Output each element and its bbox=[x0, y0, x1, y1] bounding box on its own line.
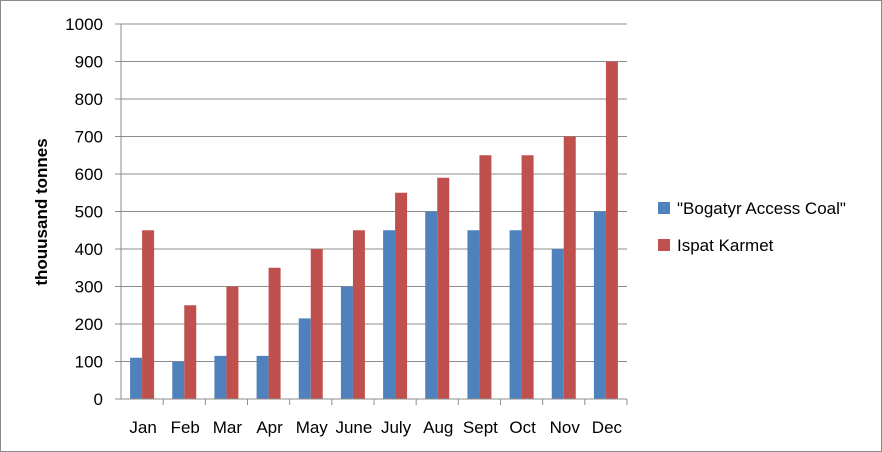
x-tick-label: Apr bbox=[256, 418, 283, 437]
bar-ispat-june bbox=[352, 230, 365, 399]
x-tick-label: Dec bbox=[592, 418, 623, 437]
legend: "Bogatyr Access Coal" Ispat Karmet bbox=[658, 199, 846, 255]
y-tick-label: 600 bbox=[75, 165, 103, 184]
x-tick-label: Feb bbox=[171, 418, 200, 437]
y-tick-label: 700 bbox=[75, 128, 103, 147]
y-tick-label: 400 bbox=[75, 240, 103, 259]
gridlines bbox=[121, 23, 627, 400]
y-tick-label: 1000 bbox=[65, 15, 103, 34]
x-tick-label: Nov bbox=[550, 418, 581, 437]
bar-ispat-aug bbox=[437, 177, 450, 399]
bar-bogatyr-nov bbox=[551, 249, 564, 399]
x-tick-label: Aug bbox=[423, 418, 453, 437]
bar-bogatyr-aug bbox=[425, 211, 438, 399]
bars bbox=[130, 61, 618, 399]
bar-ispat-sept bbox=[479, 155, 492, 399]
bar-ispat-dec bbox=[605, 61, 618, 399]
legend-swatch bbox=[658, 239, 670, 251]
bar-ispat-july bbox=[395, 192, 408, 399]
y-tick-label: 300 bbox=[75, 278, 103, 297]
bar-ispat-nov bbox=[563, 136, 576, 399]
x-tick-label: July bbox=[381, 418, 412, 437]
y-tick-label: 100 bbox=[75, 353, 103, 372]
y-tick-label: 0 bbox=[94, 390, 103, 409]
bar-bogatyr-dec bbox=[593, 211, 606, 399]
bar-bogatyr-may bbox=[298, 318, 311, 399]
legend-swatch bbox=[658, 202, 670, 214]
legend-label: "Bogatyr Access Coal" bbox=[677, 199, 846, 218]
bar-ispat-jan bbox=[142, 230, 155, 399]
x-tick-label: Mar bbox=[213, 418, 243, 437]
bar-bogatyr-feb bbox=[172, 361, 185, 399]
bar-ispat-feb bbox=[184, 305, 197, 399]
bar-ispat-oct bbox=[521, 155, 534, 399]
x-tick-label: June bbox=[335, 418, 372, 437]
x-tick-label: May bbox=[296, 418, 329, 437]
y-tick-label: 800 bbox=[75, 90, 103, 109]
y-tick-label: 900 bbox=[75, 53, 103, 72]
bar-bogatyr-oct bbox=[509, 230, 522, 399]
bar-bogatyr-june bbox=[340, 286, 353, 399]
x-axis-ticks: Jan Feb Mar Apr May June July Aug Sept Oct Nov Dec bbox=[129, 399, 628, 437]
bar-ispat-apr bbox=[268, 267, 281, 399]
bar-bogatyr-sept bbox=[467, 230, 480, 399]
y-tick-label: 200 bbox=[75, 315, 103, 334]
bar-bogatyr-jan bbox=[130, 357, 143, 399]
x-tick-label: Sept bbox=[463, 418, 498, 437]
y-tick-label: 500 bbox=[75, 203, 103, 222]
legend-label: Ispat Karmet bbox=[677, 236, 774, 255]
bar-bogatyr-july bbox=[383, 230, 396, 399]
bar-bogatyr-mar bbox=[214, 355, 227, 399]
x-tick-label: Jan bbox=[129, 418, 156, 437]
bar-bogatyr-apr bbox=[256, 355, 269, 399]
x-tick-label: Oct bbox=[509, 418, 536, 437]
y-axis-label: thouusand tonnes bbox=[32, 138, 51, 285]
y-axis-ticks: 0 100 200 300 400 500 600 700 800 900 1000 bbox=[65, 15, 121, 409]
bar-ispat-may bbox=[310, 249, 323, 399]
bar-ispat-mar bbox=[226, 286, 239, 399]
